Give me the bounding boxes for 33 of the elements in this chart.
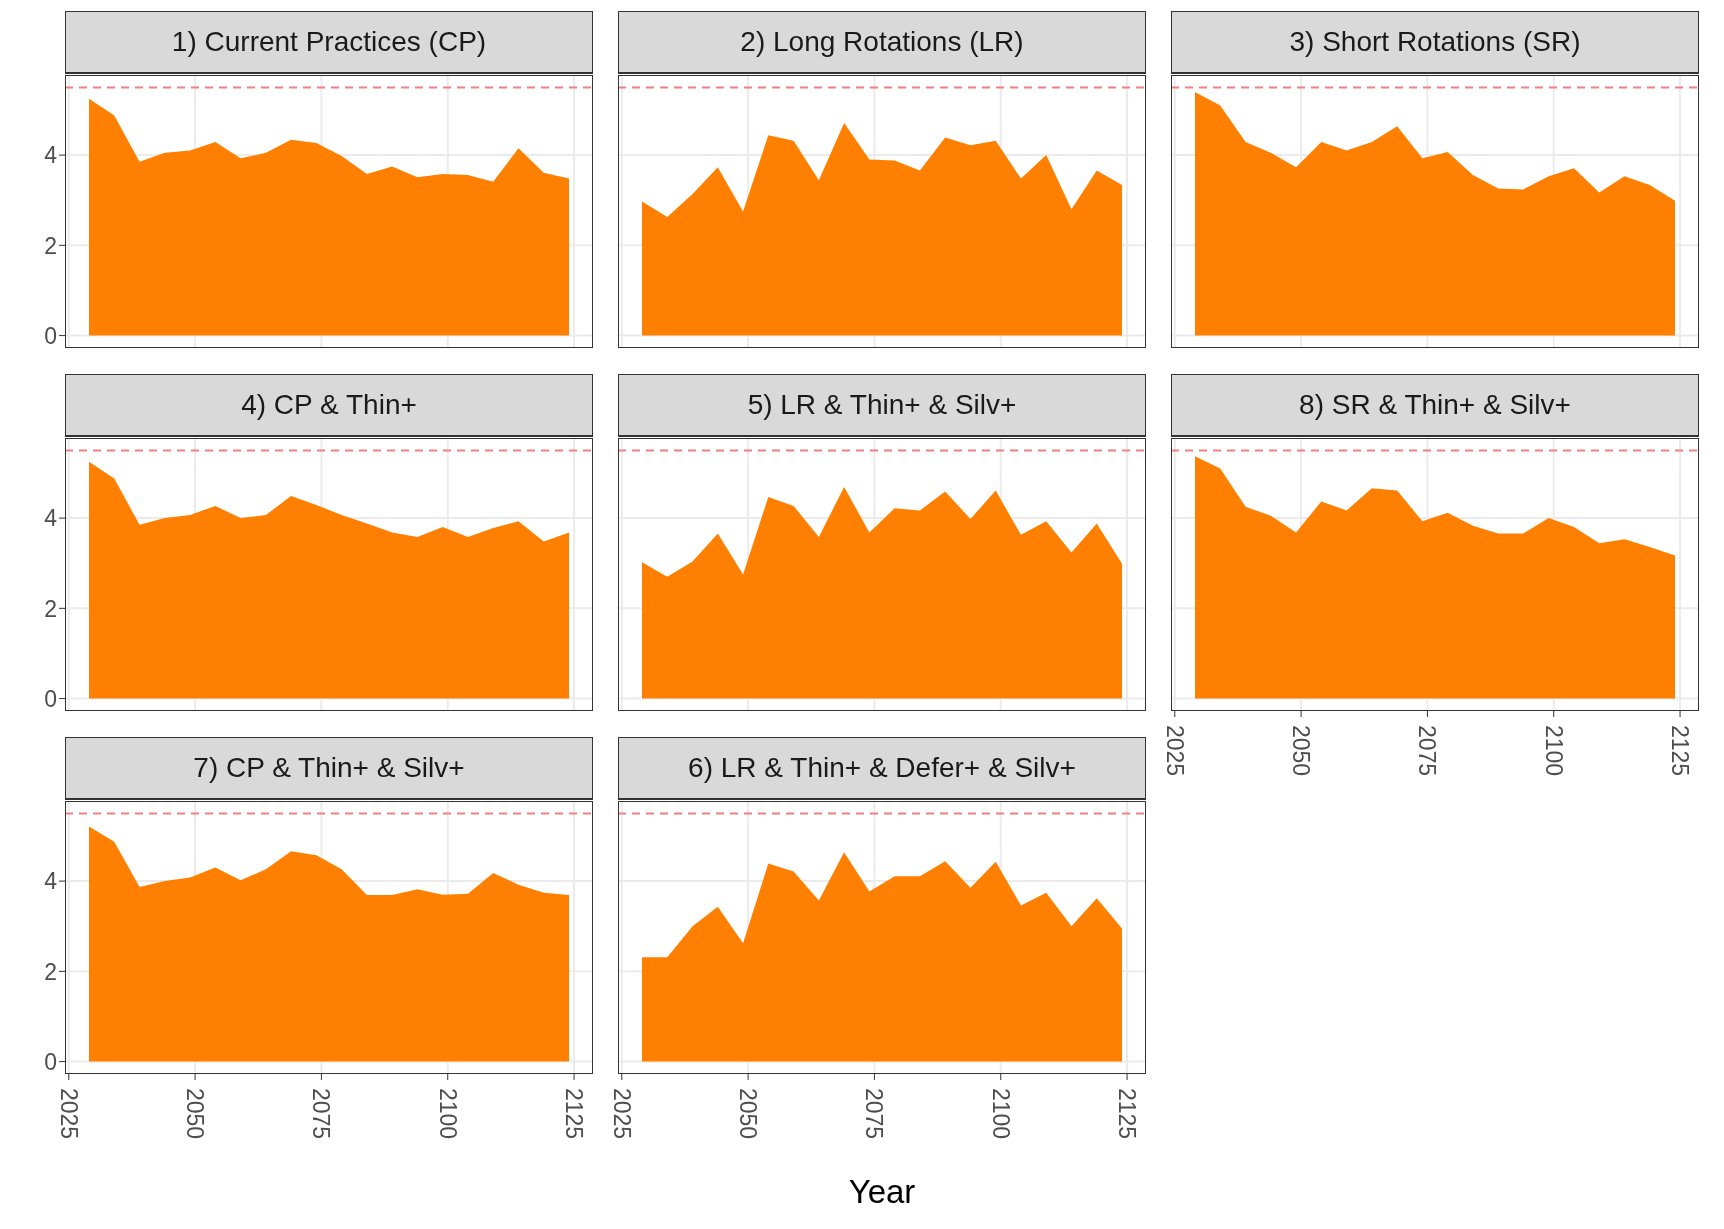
y-tick-label: 0: [44, 1048, 57, 1075]
chart-title: 6) LR & Thin+ & Defer+ & Silv+: [688, 752, 1076, 784]
y-tick-label: 4: [44, 868, 58, 895]
x-tick-label: 2025: [608, 1088, 635, 1140]
chart-title: 1) Current Practices (CP): [171, 26, 487, 58]
x-tick-label: 2075: [1414, 725, 1441, 777]
x-tick-label: 2025: [1161, 725, 1188, 777]
x-tick-label: 2050: [182, 1088, 209, 1140]
x-tick-label: 2125: [1114, 1088, 1140, 1140]
chart-title: 5) LR & Thin+ & Silv+: [747, 389, 1017, 421]
x-tick-label: 2075: [308, 1088, 335, 1140]
x-tick-label: 2050: [735, 1088, 762, 1140]
x-tick-label: 2125: [1667, 725, 1693, 777]
y-tick-label: 4: [44, 505, 58, 532]
y-tick-label: 4: [44, 142, 58, 169]
chart-title: 3) Short Rotations (SR): [1289, 26, 1581, 58]
x-tick-label: 2050: [1288, 725, 1315, 777]
x-tick-label: 2100: [1540, 725, 1567, 777]
chart-title: 4) CP & Thin+: [241, 389, 417, 421]
chart-title: 8) SR & Thin+ & Silv+: [1299, 389, 1571, 421]
y-tick-label: 2: [44, 232, 57, 259]
x-axis-title: Year: [847, 1173, 917, 1211]
y-tick-label: 2: [44, 958, 57, 985]
x-tick-label: 2100: [434, 1088, 461, 1140]
x-tick-label: 2125: [561, 1088, 587, 1140]
y-tick-label: 0: [44, 322, 57, 349]
y-tick-label: 0: [44, 685, 57, 712]
x-tick-label: 2025: [55, 1088, 82, 1140]
chart-title: 7) CP & Thin+ & Silv+: [193, 752, 465, 784]
chart-title: 2) Long Rotations (LR): [740, 26, 1024, 58]
x-tick-label: 2075: [861, 1088, 888, 1140]
x-tick-label: 2100: [987, 1088, 1014, 1140]
y-tick-label: 2: [44, 595, 57, 622]
